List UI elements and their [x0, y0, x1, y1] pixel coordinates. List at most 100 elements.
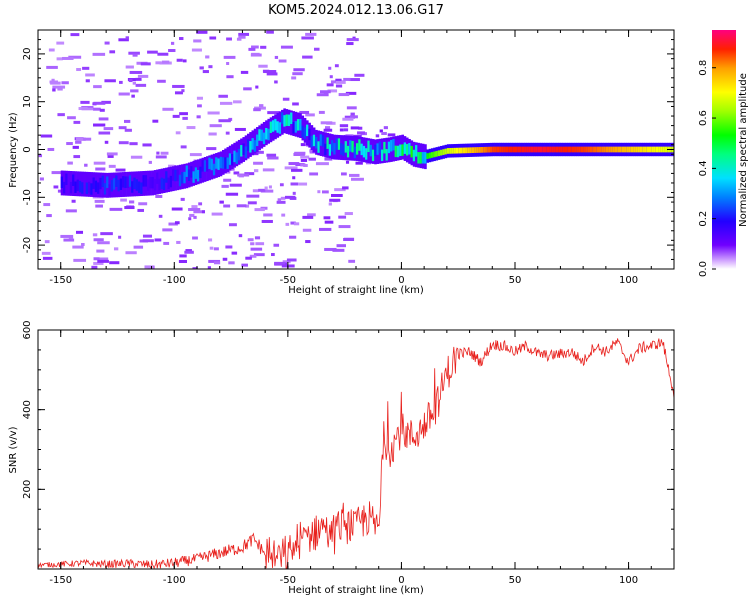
spectrum-noise-cell [323, 216, 331, 220]
spectrum-ridge-cell [503, 146, 507, 153]
spectrum-ridge-cell [539, 146, 543, 153]
snr-x-tick-label: 0 [398, 575, 404, 586]
spectrum-noise-cell [65, 209, 77, 213]
spectrum-noise-cell [179, 254, 187, 258]
spectrum-noise-cell [260, 189, 274, 193]
spectrum-noise-cell [317, 190, 321, 194]
spectrum-noise-cell [162, 228, 173, 232]
spectrum-noise-cell [264, 186, 268, 190]
spectrum-noise-cell [349, 173, 360, 177]
spectrum-noise-cell [320, 121, 333, 125]
snr-x-tick-label: 50 [509, 575, 522, 586]
spectrum-noise-cell [343, 128, 349, 132]
spectrum-ridge-cell [564, 146, 568, 153]
snr-x-tick-label: 100 [619, 575, 638, 586]
spectrum-noise-cell [344, 115, 356, 119]
spectrum-ridge-cell [440, 149, 443, 156]
spectrum-ridge-cell [560, 146, 564, 153]
spectrum-noise-cell [249, 254, 257, 258]
spectrum-noise-cell [161, 60, 170, 64]
spectrum-ridge-cell [267, 128, 271, 141]
spectrum-noise-cell [226, 75, 234, 79]
spectrum-ridge-cell [349, 140, 352, 152]
spectrum-noise-cell [251, 45, 259, 49]
spectrum-ridge-cell [190, 166, 193, 178]
spectrum-noise-cell [40, 134, 53, 138]
spectrum-noise-cell [243, 87, 252, 91]
spectrum-noise-cell [182, 59, 187, 63]
spectrum-noise-cell [132, 53, 138, 57]
spectrum-noise-cell [180, 145, 187, 149]
spectrum-noise-cell [128, 79, 133, 83]
spectrum-noise-cell [185, 249, 192, 253]
spectrum-ridge-cell [412, 149, 416, 162]
spectrum-noise-cell [223, 178, 232, 182]
spectrum-noise-cell [133, 245, 144, 249]
spectrogram-x-tick-label: 0 [398, 275, 404, 286]
spectrum-ridge-cell [589, 146, 593, 153]
spectrum-ridge-cell [215, 157, 218, 169]
spectrum-noise-cell [274, 80, 278, 84]
spectrum-ridge-cell [483, 146, 486, 153]
spectrum-noise-cell [52, 88, 56, 92]
spectrum-noise-cell [236, 204, 247, 208]
spectrum-ridge-cell [135, 179, 139, 191]
spectrum-ridge-cell [262, 132, 266, 145]
spectrum-noise-cell [175, 131, 181, 135]
spectrum-noise-cell [188, 208, 201, 212]
spectrum-ridge-cell [240, 145, 243, 157]
spectrum-ridge-cell [162, 178, 166, 191]
spectrum-ridge-cell [460, 147, 464, 154]
spectrum-noise-cell [157, 79, 166, 83]
spectrum-ridge-cell [271, 120, 275, 132]
spectrum-noise-cell [104, 41, 110, 45]
spectrum-noise-cell [176, 240, 181, 244]
spectrum-ridge-cell [478, 147, 482, 153]
spectrum-ridge-cell [131, 181, 134, 193]
spectrum-noise-cell [280, 196, 286, 200]
spectrum-noise-cell [125, 36, 129, 40]
spectrum-noise-cell [218, 94, 228, 98]
spectrum-noise-cell [57, 113, 65, 117]
spectrum-ridge-cell [444, 148, 448, 155]
spectrum-noise-cell [44, 240, 50, 244]
spectrum-noise-cell [135, 83, 147, 87]
spectrum-noise-cell [108, 164, 116, 168]
spectrum-noise-cell [255, 85, 259, 89]
spectrum-noise-cell [43, 203, 51, 207]
spectrum-ridge-cell [224, 157, 227, 169]
spectrum-noise-cell [338, 225, 351, 229]
spectrum-ridge-cell [562, 146, 566, 153]
spectrum-noise-cell [207, 266, 211, 269]
spectrum-noise-cell [51, 78, 55, 82]
spectrum-ridge-cell [276, 121, 280, 133]
spectrum-ridge-cell [664, 146, 668, 153]
spectrum-ridge-cell [285, 114, 289, 126]
spectrum-noise-cell [223, 204, 231, 208]
spectrum-ridge-cell [258, 129, 261, 141]
spectrogram-x-tick-label: -100 [163, 275, 186, 286]
spectrum-noise-cell [336, 244, 346, 248]
spectrum-noise-cell [196, 96, 203, 100]
spectrum-ridge-cell [592, 146, 595, 153]
spectrum-ridge-cell [235, 152, 239, 164]
spectrum-noise-cell [46, 214, 52, 218]
snr-x-tick-label: -100 [163, 575, 186, 586]
spectrum-ridge-cell [651, 146, 654, 153]
spectrum-noise-cell [168, 49, 176, 53]
spectrum-ridge-cell [244, 146, 248, 158]
spectrum-noise-cell [70, 33, 80, 37]
spectrum-noise-cell [238, 32, 250, 36]
spectrum-noise-cell [67, 116, 76, 120]
spectrum-noise-cell [294, 151, 306, 155]
snr-x-tick-label: -50 [280, 575, 296, 586]
spectrum-ridge-cell [605, 146, 609, 153]
spectrum-noise-cell [39, 177, 44, 181]
spectrum-noise-cell [73, 258, 87, 262]
spectrum-ridge-cell [390, 140, 393, 152]
spectrum-noise-cell [213, 261, 221, 265]
spectrum-noise-cell [222, 257, 228, 261]
spectrum-noise-cell [300, 155, 310, 159]
spectrum-ridge-cell [62, 181, 66, 194]
spectrum-noise-cell [155, 61, 162, 65]
